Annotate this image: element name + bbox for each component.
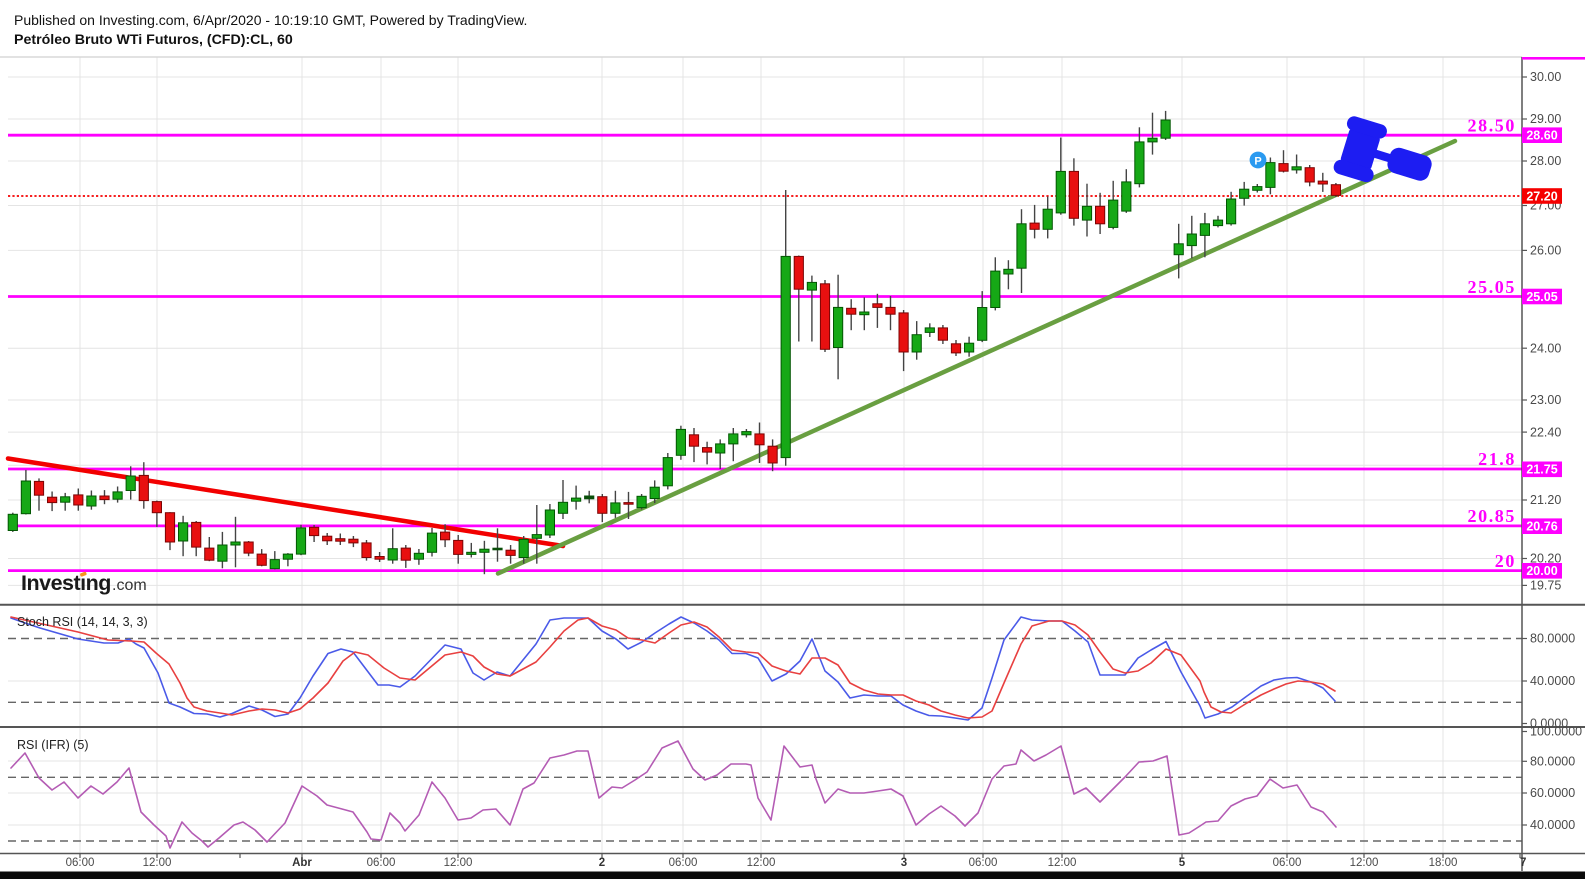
svg-text:RSI (IFR) (5): RSI (IFR) (5) [17, 738, 89, 752]
svg-text:28.00: 28.00 [1530, 154, 1561, 168]
svg-text:23.00: 23.00 [1530, 393, 1561, 407]
svg-text:24.00: 24.00 [1530, 341, 1561, 355]
svg-text:Petróleo Bruto WTi Futuros, (C: Petróleo Bruto WTi Futuros, (CFD):CL, 60 [14, 32, 293, 48]
svg-text:0.0000: 0.0000 [1530, 717, 1568, 731]
svg-text:22.40: 22.40 [1530, 425, 1561, 439]
svg-text:29.00: 29.00 [1530, 112, 1561, 126]
svg-text:21.20: 21.20 [1530, 493, 1561, 507]
svg-text:18:00: 18:00 [1429, 857, 1458, 869]
svg-text:27.20: 27.20 [1526, 189, 1557, 203]
svg-text:12:00: 12:00 [1350, 857, 1379, 869]
svg-text:12:00: 12:00 [143, 857, 172, 869]
svg-text:7: 7 [1520, 857, 1526, 869]
svg-text:06:00: 06:00 [969, 857, 998, 869]
svg-text:20.00: 20.00 [1526, 564, 1557, 578]
svg-text:25.05: 25.05 [1468, 277, 1517, 297]
svg-text:21.75: 21.75 [1526, 463, 1557, 477]
svg-text:12:00: 12:00 [747, 857, 776, 869]
svg-text:12:00: 12:00 [1048, 857, 1077, 869]
svg-text:20.76: 20.76 [1526, 520, 1557, 534]
svg-text:80.0000: 80.0000 [1530, 632, 1575, 646]
svg-text:20: 20 [1495, 551, 1516, 571]
svg-text:30.00: 30.00 [1530, 70, 1561, 84]
svg-text:06:00: 06:00 [367, 857, 396, 869]
svg-text:21.8: 21.8 [1478, 449, 1516, 469]
svg-text:3: 3 [901, 857, 907, 869]
svg-text:06:00: 06:00 [66, 857, 95, 869]
svg-text:40.0000: 40.0000 [1530, 674, 1575, 688]
svg-text:5: 5 [1179, 857, 1186, 869]
svg-text:28.50: 28.50 [1468, 116, 1517, 136]
svg-text:Stoch RSI (14, 14, 3, 3): Stoch RSI (14, 14, 3, 3) [17, 615, 148, 629]
svg-text:Published on Investing.com, 6/: Published on Investing.com, 6/Apr/2020 -… [14, 12, 527, 28]
svg-text:100.0000: 100.0000 [1530, 725, 1582, 739]
svg-text:20.20: 20.20 [1530, 552, 1561, 566]
svg-text:25.05: 25.05 [1526, 290, 1557, 304]
svg-text:19.75: 19.75 [1530, 579, 1561, 593]
svg-text:Investıng: Investıng [21, 571, 111, 595]
svg-text:.com: .com [112, 577, 147, 594]
svg-text:20.85: 20.85 [1468, 506, 1517, 526]
svg-text:P: P [1254, 155, 1261, 167]
svg-text:26.00: 26.00 [1530, 244, 1561, 258]
svg-text:80.0000: 80.0000 [1530, 755, 1575, 769]
svg-text:Abr: Abr [292, 857, 312, 869]
svg-text:06:00: 06:00 [669, 857, 698, 869]
svg-text:60.0000: 60.0000 [1530, 786, 1575, 800]
svg-text:06:00: 06:00 [1273, 857, 1302, 869]
svg-text:40.0000: 40.0000 [1530, 818, 1575, 832]
svg-text:12:00: 12:00 [444, 857, 473, 869]
svg-text:28.60: 28.60 [1526, 129, 1557, 143]
svg-text:2: 2 [599, 857, 605, 869]
